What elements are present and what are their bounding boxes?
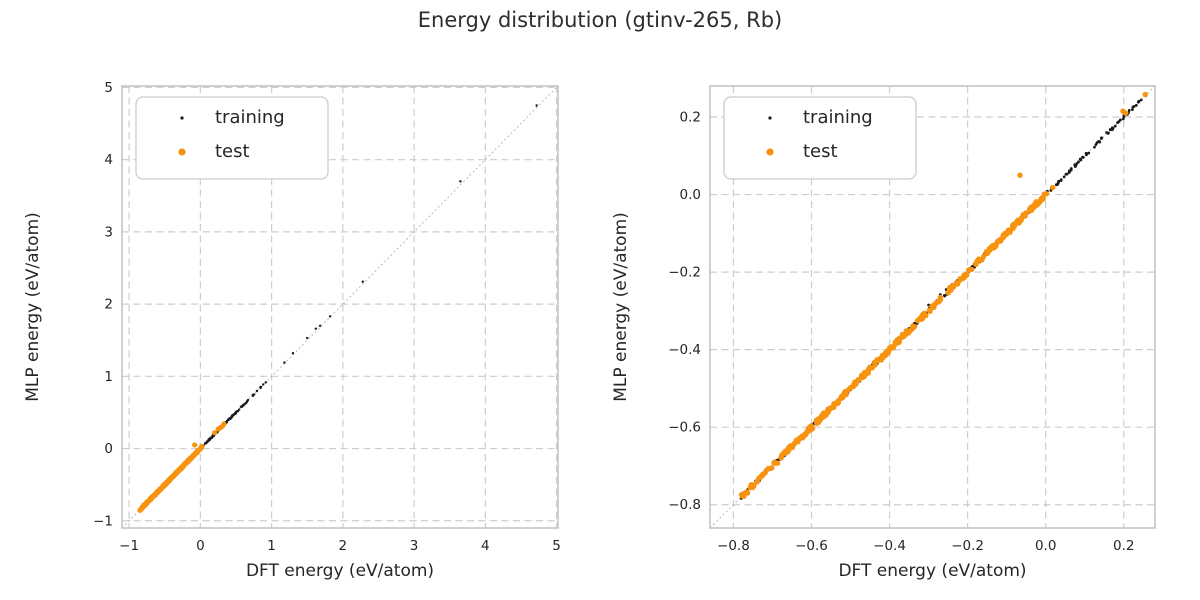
x-tick-label: 0.0 [1035, 538, 1056, 554]
subplot-left: −1 0 1 2 3 4 5 −1 0 1 2 3 4 5 DFT energy (eV/atom) MLP … [23, 80, 561, 581]
y-axis-label: MLP energy (eV/atom) [611, 212, 631, 402]
x-tick-label: −0.8 [717, 538, 750, 554]
y-tick-label: −0.6 [668, 420, 701, 436]
series-test-points [738, 91, 1148, 499]
series-test-points [137, 421, 227, 513]
x-axis-label: DFT energy (eV/atom) [838, 561, 1026, 581]
legend-marker-test [178, 148, 186, 156]
legend-label-test: test [215, 141, 250, 162]
legend-label-training: training [803, 107, 873, 128]
y-tick-label: 0.2 [680, 110, 701, 126]
x-tick-label: −1 [119, 538, 139, 554]
x-tick-labels: −0.8 −0.6 −0.4 −0.2 0.0 0.2 [717, 538, 1134, 554]
y-tick-label: 5 [104, 80, 113, 96]
legend-marker-training [768, 116, 772, 120]
legend-label-training: training [215, 107, 285, 128]
legend-label-test: test [803, 141, 838, 162]
y-tick-label: 3 [104, 224, 113, 240]
subplot-left-canvas: −1 0 1 2 3 4 5 −1 0 1 2 3 4 5 DFT energy (eV/atom) MLP … [23, 80, 561, 581]
y-tick-label: 0 [104, 441, 113, 457]
y-tick-labels: −1 0 1 2 3 4 5 [93, 80, 113, 529]
x-tick-label: 0.2 [1113, 538, 1134, 554]
legend: training test [723, 96, 917, 180]
subplot-right: −0.8 −0.6 −0.4 −0.2 0.0 0.2 −0.8 −0.6 −0.4 −0.2 0.… [600, 0, 1200, 600]
y-tick-label: 4 [104, 152, 113, 168]
y-tick-label: −0.2 [668, 265, 701, 281]
subplot-right-canvas: −0.8 −0.6 −0.4 −0.2 0.0 0.2 −0.8 −0.6 −0.4 −0.2 0.… [611, 85, 1156, 581]
figure-title: Energy distribution (gtinv-265, Rb) [417, 8, 783, 32]
legend-marker-training [180, 116, 184, 120]
x-tick-label: 2 [339, 538, 348, 554]
y-tick-label: 2 [104, 297, 113, 313]
x-tick-labels: −1 0 1 2 3 4 5 [119, 538, 561, 554]
x-tick-label: 1 [267, 538, 276, 554]
axes-spines [121, 85, 559, 529]
y-tick-labels: −0.8 −0.6 −0.4 −0.2 0.0 0.2 [668, 110, 701, 514]
y-tick-label: 1 [104, 369, 113, 385]
x-tick-label: −0.4 [873, 538, 906, 554]
y-tick-label: 0.0 [680, 187, 701, 203]
x-tick-label: −0.2 [951, 538, 984, 554]
legend: training test [135, 96, 329, 180]
y-tick-label: −0.4 [668, 342, 701, 358]
y-tick-label: −1 [93, 513, 113, 529]
axes-spines [709, 85, 1156, 529]
y-axis-label: MLP energy (eV/atom) [23, 212, 43, 402]
x-tick-label: 0 [196, 538, 205, 554]
x-tick-label: 4 [481, 538, 490, 554]
legend-marker-test [766, 148, 774, 156]
x-tick-label: −0.6 [795, 538, 828, 554]
y-tick-label: −0.8 [668, 497, 701, 513]
x-tick-label: 5 [552, 538, 561, 554]
x-tick-label: 3 [410, 538, 419, 554]
x-axis-label: DFT energy (eV/atom) [246, 561, 434, 581]
